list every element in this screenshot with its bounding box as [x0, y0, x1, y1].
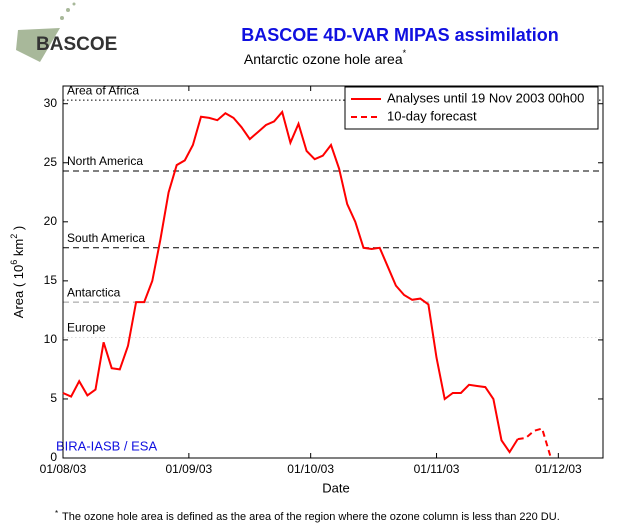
y-label-part: Area ( 10 — [11, 265, 26, 318]
y-label-part: km — [11, 239, 26, 260]
reference-label: North America — [67, 154, 143, 168]
y-axis-label: Area ( 106 km2 ) — [9, 226, 26, 318]
footnote: The ozone hole area is defined as the ar… — [62, 511, 560, 523]
legend-box — [344, 86, 599, 130]
y-tick-label: 30 — [44, 96, 58, 110]
x-tick-label: 01/08/03 — [40, 462, 87, 476]
y-tick-label: 10 — [44, 332, 58, 346]
y-tick-label: 5 — [50, 391, 57, 405]
logo-dot — [60, 16, 64, 20]
footnote-star: * — [55, 509, 58, 518]
logo-text: BASCOE — [36, 34, 117, 55]
logo: BASCOE — [16, 2, 117, 62]
legend-label: Analyses until 19 Nov 2003 00h00 — [387, 90, 584, 105]
x-tick-label: 01/10/03 — [287, 462, 334, 476]
x-tick-label: 01/09/03 — [166, 462, 213, 476]
y-tick-label: 20 — [44, 214, 58, 228]
subtitle-text: Antarctic ozone hole area — [244, 51, 403, 67]
legend: Analyses until 19 Nov 2003 00h00 10-day f… — [344, 86, 599, 130]
x-tick-label: 01/12/03 — [535, 462, 582, 476]
annotation: BIRA-IASB / ESA — [56, 438, 157, 453]
y-tick-label: 0 — [50, 450, 57, 464]
data-line — [517, 427, 552, 456]
subtitle-star: * — [403, 48, 407, 58]
reference-label: Europe — [67, 321, 106, 335]
logo-dot — [72, 2, 76, 6]
reference-label: Antarctica — [67, 285, 121, 299]
x-tick-label: 01/11/03 — [414, 462, 460, 476]
plot-frame — [62, 85, 604, 459]
reference-label: South America — [67, 231, 145, 245]
chart-subtitle: Antarctic ozone hole area* — [244, 48, 407, 66]
y-tick-label: 15 — [44, 273, 58, 287]
reference-label: Area of Africa — [67, 83, 139, 97]
y-label-sup: 2 — [9, 234, 19, 239]
y-label-sup: 6 — [9, 260, 19, 265]
chart-title: BASCOE 4D-VAR MIPAS assimilation — [241, 25, 558, 45]
x-axis-label: Date — [322, 480, 349, 495]
logo-dot — [66, 8, 70, 12]
y-label-part: ) — [11, 226, 26, 234]
y-tick-label: 25 — [44, 155, 58, 169]
legend-label: 10-day forecast — [387, 108, 477, 123]
logo-shape — [16, 28, 60, 62]
data-line — [62, 109, 519, 454]
